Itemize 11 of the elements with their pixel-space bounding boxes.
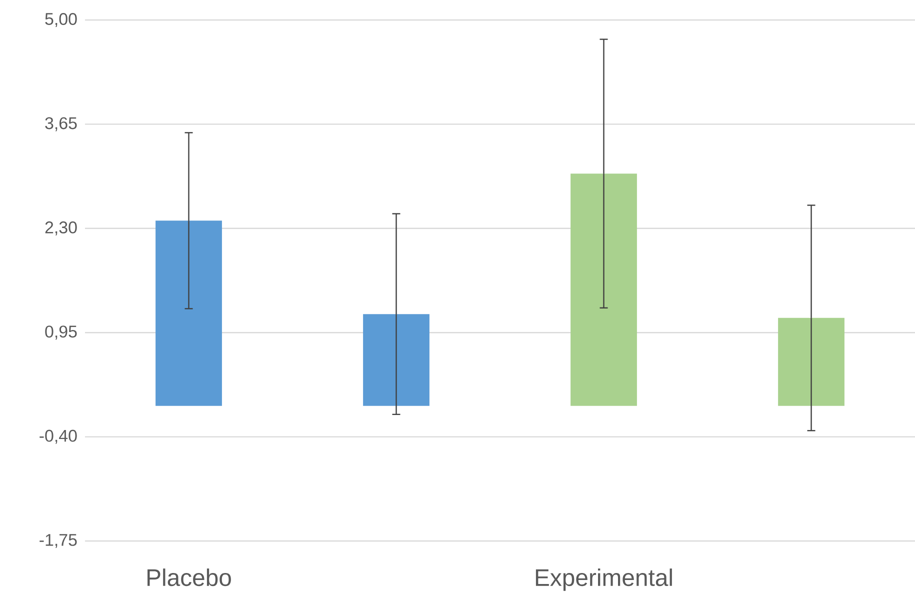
y-tick-label: 2,30 — [45, 221, 77, 236]
y-tick-label: 5,00 — [45, 12, 77, 27]
y-tick-label: -1,75 — [40, 534, 77, 548]
x-tick-label: Placebo — [148, 568, 231, 586]
bar — [363, 314, 430, 406]
x-tick-label: Experimental — [536, 568, 672, 591]
y-tick-label: 3,65 — [45, 117, 77, 132]
y-tick-label: -0,40 — [40, 430, 77, 444]
y-tick-label: 0,95 — [45, 326, 77, 340]
bar — [778, 318, 844, 406]
bar — [156, 220, 222, 406]
